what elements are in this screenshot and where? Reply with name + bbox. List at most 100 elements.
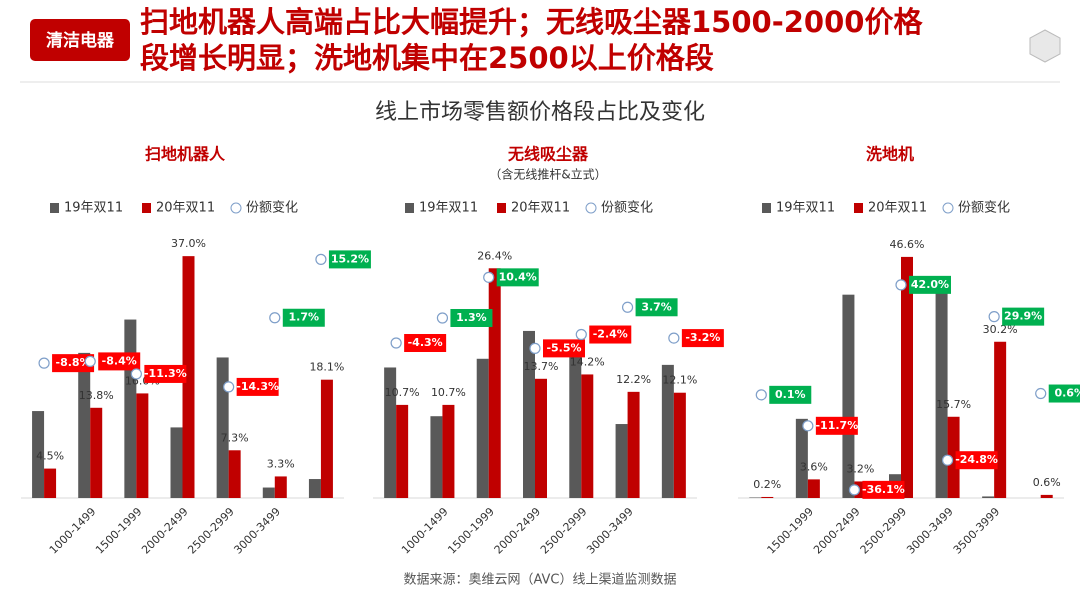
change-label: -14.3%	[236, 380, 279, 393]
bar	[136, 393, 149, 498]
headline: 扫地机器人高端占比大幅提升；无线吸尘器1500-2000价格	[140, 5, 923, 39]
change-label: -2.4%	[593, 328, 628, 341]
bar	[274, 476, 287, 498]
value-label: 0.2%	[753, 478, 781, 491]
change-label: -5.5%	[546, 341, 581, 354]
change-label-box	[543, 339, 585, 358]
x-tick-label: 2500-2999	[538, 505, 590, 557]
change-label: -11.7%	[815, 419, 858, 432]
x-tick-label: 1000-1499	[47, 505, 99, 557]
change-label-box	[282, 308, 325, 327]
bar	[320, 379, 333, 498]
bar	[982, 496, 995, 498]
legend-label: 19年双11	[419, 201, 478, 216]
legend-marker	[405, 203, 414, 213]
x-tick-label: 2000-2499	[492, 505, 544, 557]
x-tick-label: 1500-1999	[765, 505, 817, 557]
change-marker	[529, 342, 541, 354]
sub-chart-title: 扫地机器人	[145, 145, 226, 164]
legend-marker	[762, 203, 771, 213]
change-label-box	[681, 329, 724, 348]
change-label-box	[769, 385, 812, 404]
legend-label: 20年双11	[868, 201, 927, 216]
change-label-box	[404, 334, 447, 353]
x-tick-label: 2500-2999	[185, 505, 237, 557]
bar	[476, 358, 489, 498]
change-marker	[269, 312, 281, 324]
bar	[1040, 494, 1053, 498]
badge-text: 清洁电器	[46, 30, 115, 51]
bar	[170, 427, 183, 498]
value-label: 46.6%	[890, 238, 925, 251]
value-label: 13.7%	[524, 360, 559, 373]
change-label: -36.1%	[862, 483, 905, 496]
change-marker	[315, 253, 327, 265]
value-label: 3.3%	[267, 457, 295, 470]
value-label: 3.6%	[800, 460, 828, 473]
change-marker	[575, 328, 587, 341]
value-label: 37.0%	[171, 237, 206, 250]
value-label: 13.8%	[79, 389, 114, 402]
x-tick-label: 3000-3499	[904, 505, 956, 557]
change-label: -3.2%	[685, 331, 720, 344]
bar	[90, 407, 103, 498]
change-marker	[38, 357, 50, 369]
bar	[935, 288, 948, 498]
x-tick-label: 3500-3999	[951, 505, 1003, 557]
sub-chart-title: 无线吸尘器	[507, 145, 589, 164]
legend-marker	[230, 202, 242, 214]
change-label-box	[955, 451, 998, 470]
bar	[795, 418, 808, 498]
x-tick-label: 2000-2499	[139, 505, 191, 557]
change-label-box	[450, 308, 493, 327]
legend-label: 份额变化	[601, 200, 653, 216]
change-label: 3.7%	[641, 300, 672, 313]
change-label-box	[909, 275, 951, 294]
change-marker	[223, 381, 235, 393]
badge	[30, 19, 130, 61]
change-label: -11.3%	[144, 367, 187, 380]
legend-label: 20年双11	[511, 201, 570, 216]
value-label: 4.5%	[36, 450, 64, 463]
bar	[807, 479, 820, 498]
bar	[216, 357, 229, 498]
bar	[842, 294, 855, 498]
legend-label: 份额变化	[958, 200, 1010, 216]
change-marker	[941, 454, 954, 466]
bar	[488, 268, 501, 498]
bar	[615, 424, 628, 498]
bar	[228, 450, 241, 498]
bar	[308, 479, 321, 498]
logo-hex	[1029, 29, 1061, 63]
bar	[124, 319, 137, 498]
value-label: 12.2%	[616, 373, 651, 386]
chart-title: 线上市场零售额价格段占比及变化	[375, 100, 705, 125]
value-label: 10.7%	[431, 386, 466, 399]
bar	[994, 341, 1007, 498]
bar	[523, 330, 535, 498]
change-marker	[390, 337, 402, 349]
change-label: -4.3%	[408, 336, 443, 349]
change-label: -8.8%	[56, 356, 91, 369]
bar	[262, 487, 275, 498]
change-label-box	[635, 298, 678, 317]
change-label-box	[1048, 384, 1080, 403]
change-marker	[848, 484, 861, 496]
change-label: -8.4%	[102, 354, 137, 367]
change-label-box	[1002, 307, 1045, 326]
bar	[761, 496, 774, 498]
value-label: 15.7%	[936, 398, 971, 411]
change-label-box	[328, 250, 371, 269]
bar	[384, 367, 397, 498]
x-tick-label: 1500-1999	[445, 505, 497, 557]
change-label-box	[496, 268, 539, 287]
source: 数据来源：奥维云网（AVC）线上渠道监测数据	[403, 573, 676, 588]
value-label: 18.1%	[309, 361, 344, 374]
change-label-box	[862, 480, 905, 499]
legend-marker	[497, 203, 506, 213]
change-label: 10.4%	[499, 270, 537, 283]
change-label: 1.3%	[456, 311, 487, 324]
bar	[901, 256, 913, 498]
value-label: 30.2%	[983, 323, 1018, 336]
